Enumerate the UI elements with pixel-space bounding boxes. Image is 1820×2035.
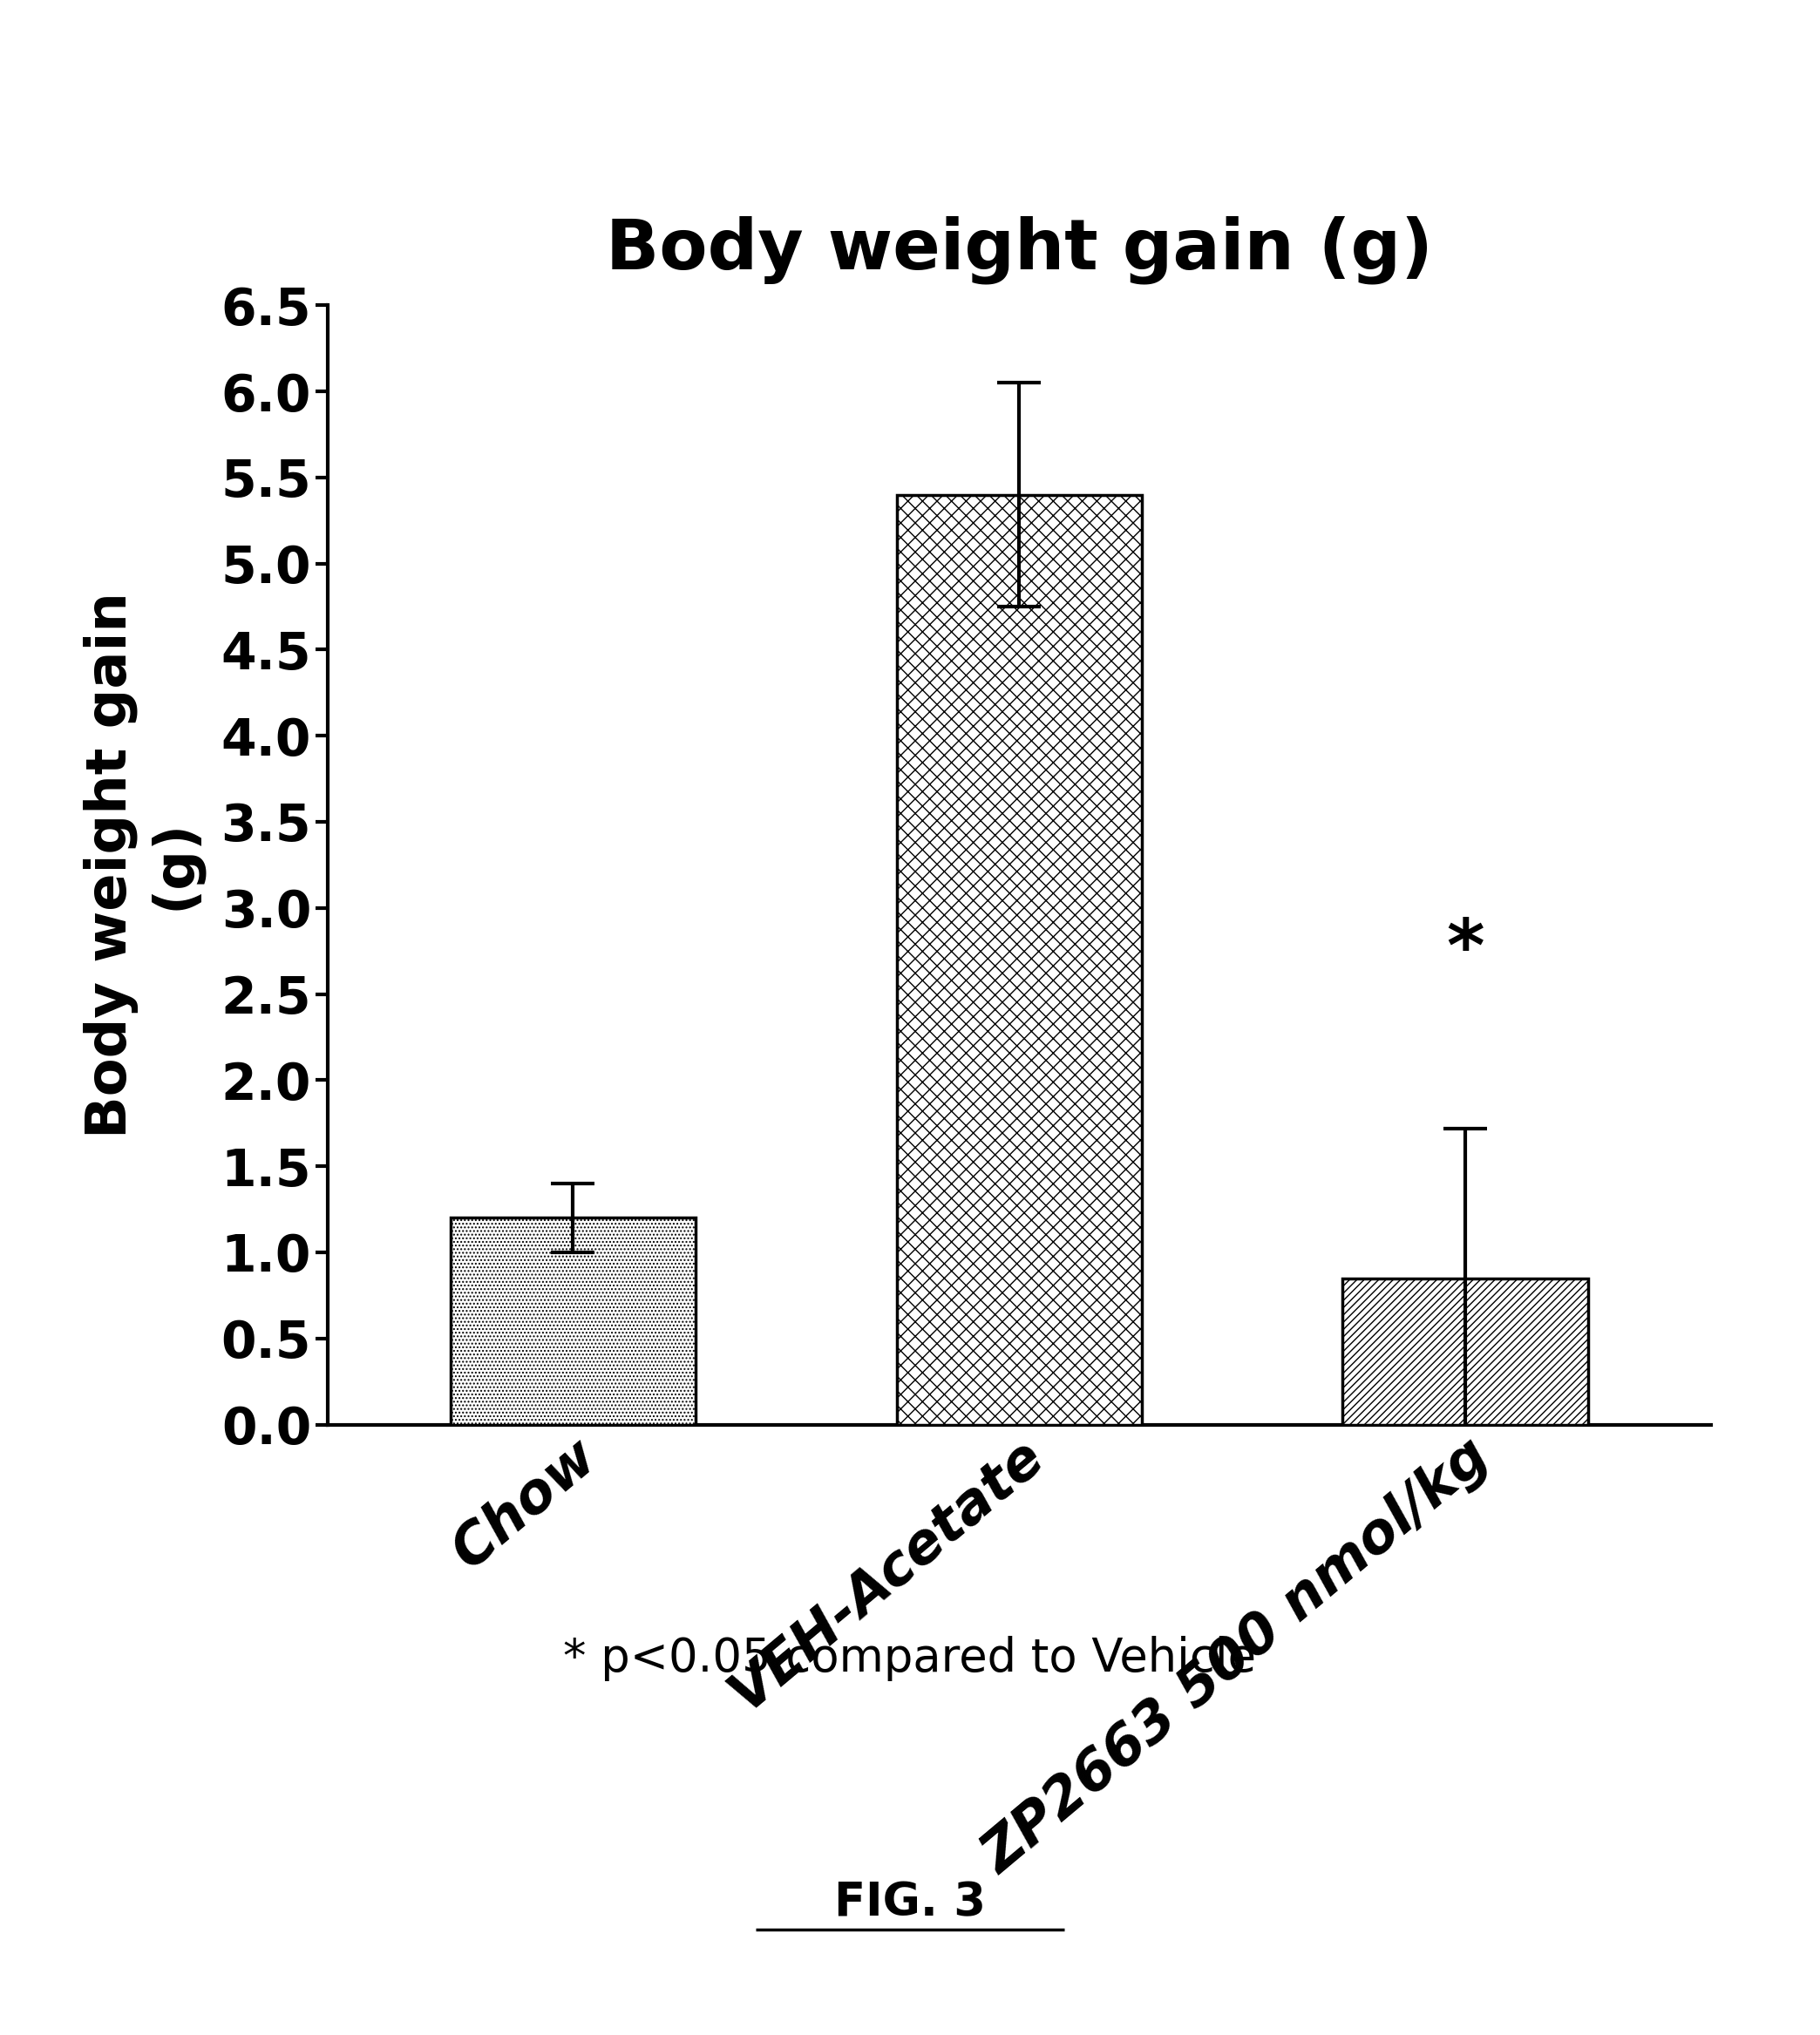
Text: FIG. 3: FIG. 3 [834,1880,986,1925]
Text: *: * [1447,916,1485,985]
Text: * p<0.05 compared to Vehicle: * p<0.05 compared to Vehicle [564,1636,1256,1681]
Bar [450,1217,695,1424]
Bar [1343,1278,1589,1424]
Title: Body weight gain (g): Body weight gain (g) [606,216,1432,285]
Y-axis label: Body weight gain
(g): Body weight gain (g) [84,592,202,1138]
Bar [897,495,1141,1424]
